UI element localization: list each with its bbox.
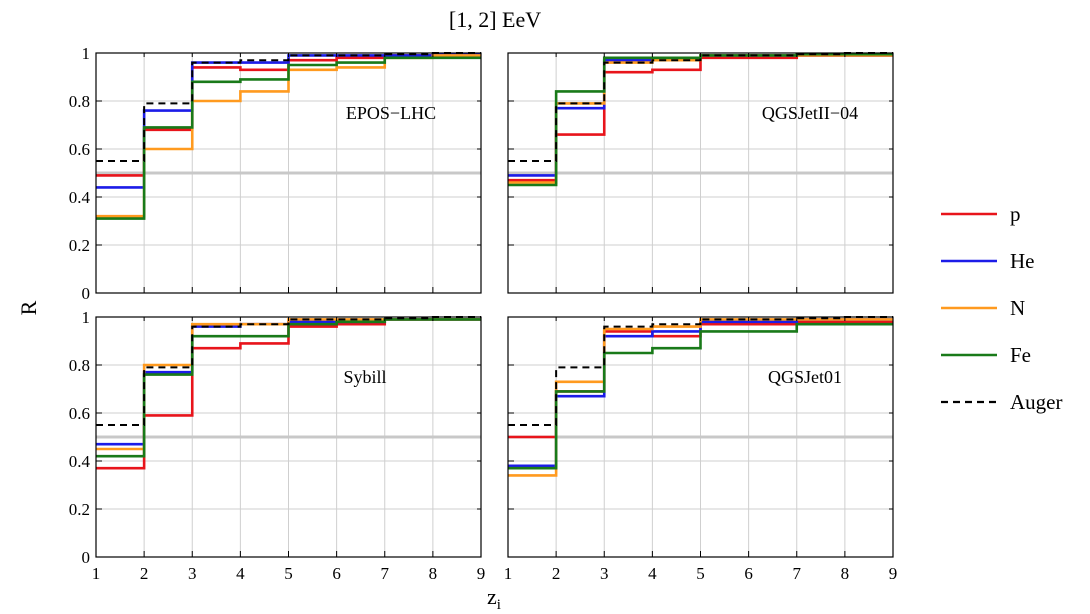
series-line-auger bbox=[508, 316, 893, 426]
x-tick-label: 6 bbox=[332, 564, 341, 583]
y-tick-label: 0.4 bbox=[69, 452, 91, 471]
x-tick-label: 1 bbox=[92, 564, 101, 583]
x-tick-label: 4 bbox=[648, 564, 657, 583]
x-tick-label: 4 bbox=[236, 564, 245, 583]
panel-label: QGSJetII−04 bbox=[762, 103, 858, 123]
y-tick-label: 0.4 bbox=[69, 188, 91, 207]
x-tick-label: 3 bbox=[600, 564, 609, 583]
panel-label: Sybill bbox=[343, 367, 386, 387]
y-axis-label: R bbox=[16, 300, 41, 315]
legend-item-auger: Auger bbox=[941, 390, 1062, 414]
series-line-auger bbox=[96, 316, 481, 426]
x-tick-label: 2 bbox=[552, 564, 561, 583]
legend-label: p bbox=[1010, 202, 1021, 226]
x-tick-label: 2 bbox=[140, 564, 149, 583]
legend-label: Auger bbox=[1010, 390, 1062, 414]
x-axis-label: zi bbox=[487, 584, 501, 613]
x-tick-label: 9 bbox=[477, 564, 486, 583]
ticks: 0 0.2 0.4 0.6 0.8 1 bbox=[69, 44, 482, 303]
x-tick-label: 7 bbox=[381, 564, 390, 583]
y-tick-label: 0 bbox=[82, 284, 91, 303]
y-tick-label: 0.2 bbox=[69, 500, 90, 519]
legend-item-n: N bbox=[941, 296, 1025, 320]
legend-label: N bbox=[1010, 296, 1025, 320]
ticks: 1 2 3 4 5 6 7 8 9 bbox=[504, 316, 898, 583]
x-tick-label: 5 bbox=[696, 564, 705, 583]
y-tick-label: 0.6 bbox=[69, 404, 90, 423]
x-tick-label: 9 bbox=[889, 564, 898, 583]
legend-label: He bbox=[1010, 249, 1035, 273]
x-axis-label-subscript: i bbox=[497, 597, 501, 613]
panel-epos-lhc: 0 0.2 0.4 0.6 0.8 1 EPOS−LHC bbox=[69, 44, 482, 303]
y-tick-label: 0.2 bbox=[69, 236, 90, 255]
chart-title: [1, 2] EeV bbox=[449, 7, 541, 32]
ticks: 1 2 3 4 5 6 7 8 9 0 0.2 0.4 0.6 0.8 1 bbox=[69, 308, 486, 583]
y-tick-label: 0.6 bbox=[69, 140, 90, 159]
legend: p He N Fe Auger bbox=[941, 202, 1062, 414]
x-tick-label: 8 bbox=[429, 564, 438, 583]
panel-qgsjet01: 1 2 3 4 5 6 7 8 9 QGSJet01 bbox=[504, 316, 898, 583]
panel-label: QGSJet01 bbox=[768, 367, 842, 387]
series-line-auger bbox=[96, 52, 481, 162]
series-line-auger bbox=[508, 52, 893, 162]
legend-item-p: p bbox=[941, 202, 1021, 226]
x-axis-label-main: z bbox=[487, 584, 497, 609]
x-tick-label: 8 bbox=[841, 564, 850, 583]
y-tick-label: 0.8 bbox=[69, 92, 90, 111]
ticks bbox=[507, 52, 894, 294]
y-tick-label: 1 bbox=[82, 308, 91, 327]
y-tick-label: 0.8 bbox=[69, 356, 90, 375]
x-tick-label: 3 bbox=[188, 564, 197, 583]
legend-item-he: He bbox=[941, 249, 1035, 273]
legend-label: Fe bbox=[1010, 343, 1031, 367]
legend-item-fe: Fe bbox=[941, 343, 1031, 367]
x-tick-label: 7 bbox=[793, 564, 802, 583]
y-tick-label: 0 bbox=[82, 548, 91, 567]
y-tick-label: 1 bbox=[82, 44, 91, 63]
series-line-fe bbox=[508, 322, 893, 470]
x-tick-label: 6 bbox=[744, 564, 753, 583]
panels: 0 0.2 0.4 0.6 0.8 1 EPOS−LHC QGSJetII−04 1 2 3 4 5 6 7… bbox=[69, 44, 898, 583]
x-tick-label: 1 bbox=[504, 564, 513, 583]
panel-qgsjetii-04: QGSJetII−04 bbox=[507, 52, 894, 294]
series-line-fe bbox=[96, 56, 481, 220]
x-tick-label: 5 bbox=[284, 564, 293, 583]
panel-label: EPOS−LHC bbox=[346, 103, 436, 123]
panel-sybill: 1 2 3 4 5 6 7 8 9 0 0.2 0.4 0.6 0.8 1 Sybill bbox=[69, 308, 486, 583]
